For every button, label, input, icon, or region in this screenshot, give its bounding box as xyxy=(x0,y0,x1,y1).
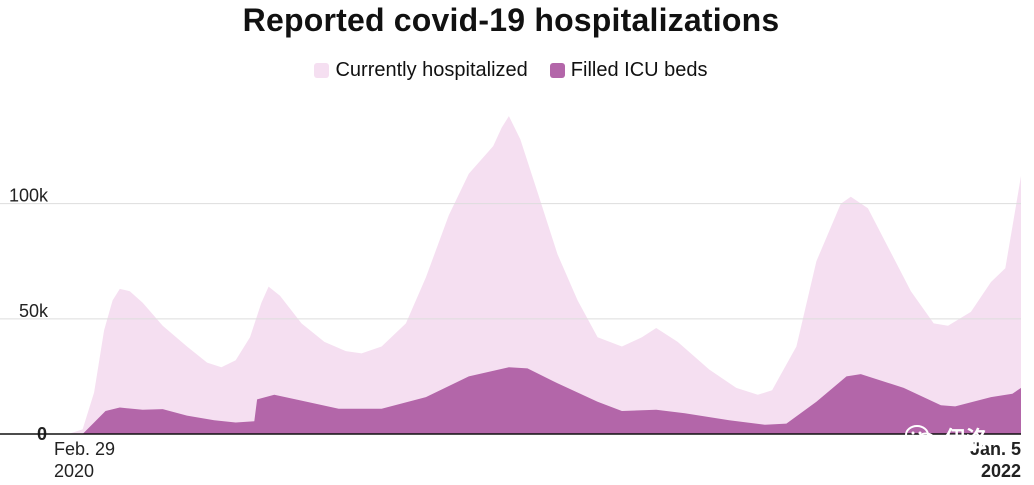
legend-swatch-hospitalized xyxy=(314,63,330,78)
legend: Currently hospitalized Filled ICU beds xyxy=(0,59,1022,82)
legend-item-hospitalized: Currently hospitalized xyxy=(314,59,528,82)
legend-label-hospitalized: Currently hospitalized xyxy=(335,59,528,81)
chart-title: Reported covid-19 hospitalizations xyxy=(242,2,780,38)
x-tick-year-label: 2020 xyxy=(54,461,94,481)
watermark: 伊洛 xyxy=(904,422,988,454)
y-tick-label: 50k xyxy=(19,301,49,321)
x-tick-label: Feb. 29 xyxy=(54,439,115,459)
legend-swatch-icu xyxy=(549,63,565,78)
y-tick-label: 100k xyxy=(9,186,49,206)
watermark-text: 伊洛 xyxy=(944,427,989,452)
area-series-1 xyxy=(54,367,1021,434)
legend-item-icu: Filled ICU beds xyxy=(549,59,708,82)
legend-label-icu: Filled ICU beds xyxy=(570,59,708,81)
area-series-0 xyxy=(54,116,1021,434)
x-tick-label: Jan. 5 xyxy=(970,439,1021,459)
wechat-icon xyxy=(905,425,936,450)
x-tick-year-label: 2022 xyxy=(981,461,1021,481)
